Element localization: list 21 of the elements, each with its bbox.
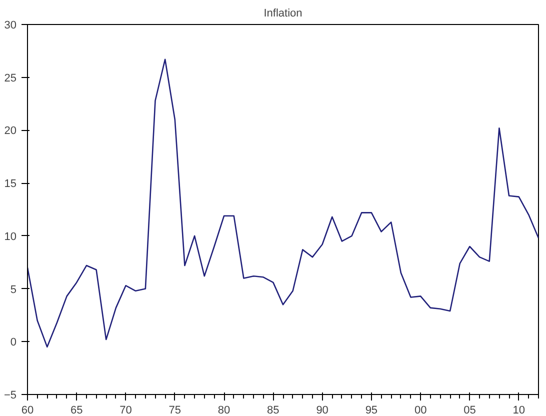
line-series: [28, 58, 538, 348]
y-tick-label: 10: [4, 230, 17, 243]
chart-title: Inflation: [264, 8, 302, 20]
x-tick-label: 75: [168, 404, 182, 416]
x-tick-label: 90: [316, 404, 328, 416]
x-tick-label: 70: [120, 404, 132, 416]
x-tick-label: 80: [218, 404, 230, 416]
x-tick-label: 60: [21, 404, 34, 416]
y-tick-label: 5: [10, 284, 17, 296]
x-tick-label: 05: [464, 404, 476, 416]
x-tick-label: 10: [512, 404, 525, 416]
x-tick-label: 95: [365, 404, 378, 416]
y-tick-label: 0: [10, 336, 17, 349]
x-tick-label: 85: [267, 404, 280, 416]
y-tick-label: 15: [4, 178, 17, 190]
y-tick-label: −5: [4, 390, 17, 402]
y-tick-label: 30: [4, 20, 17, 32]
y-tick-label: 25: [4, 72, 17, 84]
x-tick-label: 00: [414, 404, 427, 416]
y-tick-label: 20: [4, 125, 17, 138]
x-tick-label: 65: [70, 404, 83, 416]
